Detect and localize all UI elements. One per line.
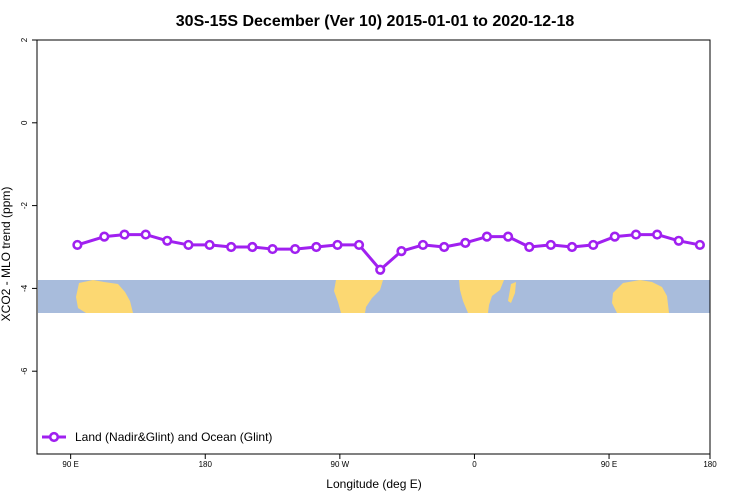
data-point bbox=[545, 239, 556, 251]
data-point bbox=[204, 239, 215, 251]
data-point bbox=[673, 235, 684, 246]
x-tick-label: 90 W bbox=[331, 460, 350, 469]
y-tick-label: 2 bbox=[20, 37, 29, 42]
map-strip bbox=[38, 280, 710, 313]
data-point bbox=[460, 237, 471, 248]
plot-frame bbox=[36, 39, 711, 455]
data-point bbox=[247, 241, 258, 253]
data-point bbox=[267, 243, 278, 255]
data-point bbox=[439, 241, 450, 253]
x-tick-label: 90 E bbox=[601, 460, 617, 469]
data-point bbox=[481, 231, 493, 242]
x-tick-label: 180 bbox=[199, 460, 213, 469]
data-point bbox=[183, 239, 194, 251]
x-tick-label: 180 bbox=[703, 460, 717, 469]
australia-land-shape-2 bbox=[612, 280, 669, 313]
data-point bbox=[353, 239, 365, 251]
chart-title: 30S-15S December (Ver 10) 2015-01-01 to … bbox=[176, 13, 575, 30]
africa-land-shape bbox=[459, 280, 504, 313]
data-point bbox=[524, 241, 535, 253]
data-point bbox=[226, 241, 237, 253]
legend-label: Land (Nadir&Glint) and Ocean (Glint) bbox=[75, 430, 272, 444]
data-point bbox=[503, 231, 514, 242]
x-tick-label: 90 E bbox=[62, 460, 78, 469]
y-tick-label: 0 bbox=[20, 120, 29, 125]
legend: Land (Nadir&Glint) and Ocean (Glint) bbox=[42, 430, 272, 444]
legend-marker-swatch bbox=[48, 431, 60, 443]
y-tick-label: -4 bbox=[20, 284, 29, 292]
australia-land-shape bbox=[76, 280, 133, 313]
data-point bbox=[311, 241, 322, 253]
data-point bbox=[332, 239, 343, 251]
data-point bbox=[140, 229, 151, 240]
y-tick-label: -2 bbox=[20, 201, 29, 209]
axes: 2 0 -2 -4 -6 90 E 180 90 W 0 90 E 180 bbox=[20, 37, 717, 469]
data-point bbox=[99, 231, 110, 242]
data-point bbox=[694, 239, 706, 251]
data-point bbox=[566, 241, 578, 253]
data-point bbox=[162, 235, 173, 246]
data-point bbox=[609, 231, 620, 242]
data-point bbox=[652, 229, 663, 240]
y-tick-label: -6 bbox=[20, 367, 29, 375]
data-point bbox=[417, 239, 429, 251]
data-point bbox=[375, 264, 386, 275]
south-america-land-shape bbox=[334, 280, 383, 313]
plot-area bbox=[38, 229, 710, 313]
data-point bbox=[588, 239, 599, 251]
x-axis-label: Longitude (deg E) bbox=[326, 477, 421, 491]
x-tick-label: 0 bbox=[472, 460, 477, 469]
data-point bbox=[396, 246, 407, 257]
data-point bbox=[630, 229, 642, 240]
data-point bbox=[119, 229, 130, 240]
data-point bbox=[289, 243, 301, 255]
madagascar-land-shape bbox=[508, 282, 516, 303]
y-axis-label: XCO2 - MLO trend (ppm) bbox=[0, 187, 13, 322]
data-point bbox=[72, 239, 83, 251]
